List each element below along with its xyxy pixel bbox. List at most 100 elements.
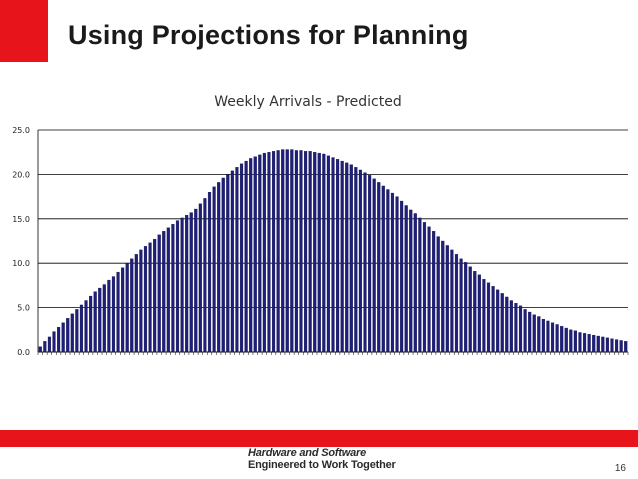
bar bbox=[523, 309, 527, 353]
bar bbox=[139, 249, 143, 353]
y-tick-label: 20.0 bbox=[12, 170, 30, 179]
bar bbox=[258, 154, 262, 353]
brand-line-1: Hardware and Software bbox=[248, 447, 367, 459]
bar bbox=[322, 153, 326, 353]
red-accent-block bbox=[0, 0, 48, 62]
page-number: 16 bbox=[614, 463, 626, 474]
bar bbox=[235, 167, 239, 353]
y-tick-label: 10.0 bbox=[12, 259, 30, 268]
bar bbox=[47, 336, 52, 353]
bar bbox=[290, 149, 294, 353]
bar bbox=[605, 337, 609, 353]
bar bbox=[409, 209, 413, 353]
bar bbox=[52, 331, 56, 353]
bar bbox=[66, 318, 70, 353]
bar bbox=[445, 245, 449, 353]
chart-title: Weekly Arrivals - Predicted bbox=[214, 94, 402, 110]
bar bbox=[381, 185, 385, 353]
bar bbox=[509, 300, 513, 353]
bar bbox=[203, 198, 207, 353]
bar bbox=[340, 160, 344, 353]
bar bbox=[230, 170, 234, 353]
bar bbox=[43, 341, 47, 353]
bar bbox=[422, 222, 427, 353]
bar bbox=[226, 174, 230, 353]
bar bbox=[207, 192, 212, 353]
bar bbox=[345, 162, 349, 353]
bar bbox=[70, 313, 74, 353]
bar bbox=[276, 150, 280, 353]
bar bbox=[175, 220, 180, 353]
bar bbox=[537, 316, 541, 353]
bar bbox=[153, 239, 157, 353]
bar bbox=[427, 226, 431, 353]
y-tick-label: 25.0 bbox=[12, 126, 30, 135]
bar bbox=[601, 336, 605, 353]
bar bbox=[596, 335, 600, 353]
bar bbox=[418, 217, 422, 353]
bar bbox=[459, 258, 463, 353]
bar bbox=[162, 231, 166, 353]
bar bbox=[610, 338, 614, 353]
bar bbox=[308, 151, 312, 353]
bar bbox=[582, 333, 587, 353]
bar bbox=[546, 320, 550, 353]
bar bbox=[390, 192, 395, 353]
bar bbox=[93, 291, 97, 353]
bar bbox=[413, 213, 417, 353]
bar-chart: 0.0 5.0 10.0 15.0 20.0 25.0 bbox=[12, 126, 629, 357]
bar bbox=[111, 276, 116, 353]
bar bbox=[281, 149, 285, 353]
bar bbox=[121, 267, 125, 353]
bar bbox=[331, 157, 335, 353]
bar bbox=[500, 293, 504, 353]
bar bbox=[368, 175, 372, 353]
bar bbox=[61, 322, 65, 353]
bar bbox=[143, 246, 148, 353]
bar bbox=[477, 274, 481, 353]
bar bbox=[491, 286, 495, 353]
bar bbox=[404, 205, 408, 353]
bar bbox=[363, 172, 367, 353]
bar bbox=[171, 223, 175, 353]
bar bbox=[267, 152, 271, 353]
bar bbox=[550, 322, 555, 353]
brand-line-2: Engineered to Work Together bbox=[248, 459, 396, 471]
bar bbox=[514, 303, 518, 353]
bar bbox=[84, 300, 88, 353]
bar bbox=[194, 208, 198, 353]
bar bbox=[587, 334, 591, 353]
bar bbox=[148, 242, 152, 353]
bar bbox=[619, 340, 623, 353]
bar bbox=[125, 263, 129, 353]
bar bbox=[532, 314, 536, 353]
bar bbox=[102, 284, 106, 353]
bar bbox=[358, 169, 363, 353]
bar bbox=[221, 177, 225, 353]
bar bbox=[89, 295, 93, 353]
bar bbox=[436, 236, 440, 353]
bar bbox=[180, 217, 184, 353]
bar bbox=[441, 240, 445, 353]
y-tick-label: 15.0 bbox=[12, 215, 30, 224]
bar bbox=[528, 311, 532, 353]
bar bbox=[313, 152, 317, 353]
bar bbox=[482, 279, 486, 353]
bar bbox=[400, 200, 404, 353]
bar bbox=[541, 318, 545, 353]
bar bbox=[244, 160, 248, 353]
bar bbox=[349, 164, 353, 353]
bar bbox=[285, 149, 289, 353]
bar bbox=[518, 305, 523, 353]
bar bbox=[464, 262, 468, 353]
bar bbox=[217, 182, 221, 353]
bar bbox=[564, 327, 568, 353]
bar bbox=[303, 151, 308, 353]
bar bbox=[262, 152, 266, 353]
bar bbox=[116, 271, 120, 353]
bar bbox=[395, 196, 399, 353]
bar bbox=[569, 329, 573, 353]
bar bbox=[336, 159, 340, 353]
bar bbox=[166, 227, 170, 353]
